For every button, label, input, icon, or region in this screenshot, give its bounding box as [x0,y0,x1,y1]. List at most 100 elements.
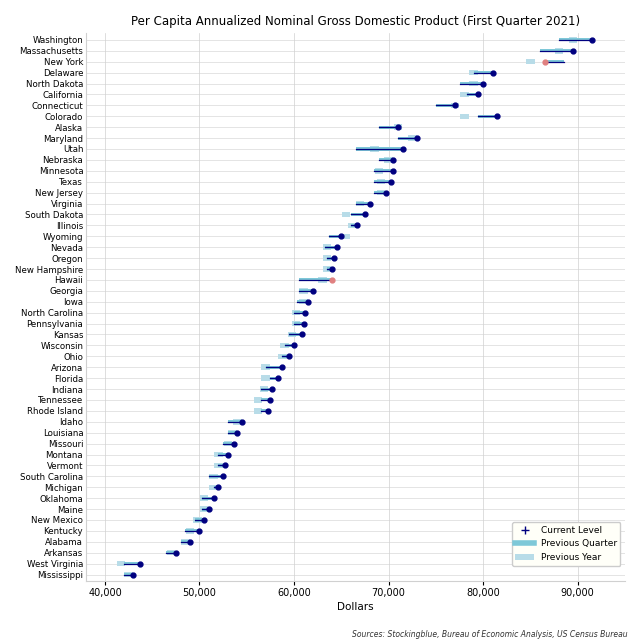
Bar [377,179,385,184]
Bar [460,113,468,119]
Bar [186,528,195,534]
Bar [460,92,468,97]
Bar [355,202,370,205]
Bar [285,344,294,347]
Bar [193,517,202,523]
Bar [374,180,392,183]
Legend: Current Level, Previous Quarter, Previous Year: Current Level, Previous Quarter, Previou… [512,522,621,566]
Bar [200,495,209,501]
Bar [394,124,403,130]
Bar [327,268,332,271]
Bar [288,332,296,337]
Bar [342,212,350,217]
Bar [260,387,268,392]
Bar [124,562,140,565]
Bar [323,255,332,261]
Text: Sources: Stockingblue, Bureau of Economic Analysis, US Census Bureau: Sources: Stockingblue, Bureau of Economi… [351,630,627,639]
Bar [479,115,497,118]
Bar [214,486,218,489]
Bar [180,540,190,543]
Bar [261,410,268,412]
Bar [214,463,223,468]
Bar [209,484,218,490]
Bar [355,147,403,150]
Bar [167,550,175,556]
Bar [202,497,214,500]
Bar [460,82,483,85]
Bar [451,102,459,108]
Bar [385,157,393,163]
Bar [408,135,417,141]
Bar [470,81,478,86]
Bar [181,539,189,545]
Bar [540,49,573,52]
Bar [214,452,223,457]
Bar [186,529,200,532]
Bar [300,299,308,305]
Bar [294,322,303,325]
Bar [261,365,270,370]
Bar [223,441,232,446]
Bar [327,257,334,260]
Bar [218,453,228,456]
Bar [470,70,478,76]
Bar [436,104,455,107]
Bar [474,71,493,74]
Bar [166,551,176,554]
Bar [228,430,237,435]
Bar [294,311,305,314]
Bar [124,572,133,577]
Bar [209,475,223,478]
Bar [271,376,278,380]
Bar [467,93,479,96]
Bar [218,464,225,467]
Bar [200,506,209,512]
Bar [280,342,289,348]
X-axis label: Dollars: Dollars [337,602,374,612]
Bar [526,59,534,65]
Bar [351,224,357,227]
Bar [202,508,209,511]
Bar [375,168,383,173]
Bar [289,333,301,336]
Bar [545,60,564,63]
Bar [223,442,234,445]
Bar [323,266,332,272]
Bar [325,246,337,249]
Bar [116,561,125,566]
Bar [299,289,313,292]
Bar [278,353,287,359]
Bar [329,235,341,238]
Bar [374,191,386,194]
Bar [261,376,270,381]
Bar [254,408,262,413]
Bar [124,573,133,576]
Bar [348,223,357,228]
Bar [292,310,300,316]
Bar [377,190,385,195]
Bar [554,48,563,54]
Bar [297,300,308,303]
Bar [559,38,592,42]
Bar [342,234,350,239]
Bar [254,397,262,403]
Bar [299,278,332,282]
Bar [323,244,332,250]
Bar [233,419,241,424]
Bar [266,365,282,369]
Bar [282,355,289,358]
Bar [370,147,379,152]
Bar [379,158,394,161]
Bar [398,136,417,140]
Bar [228,431,237,434]
Bar [351,213,365,216]
Bar [195,518,204,522]
Bar [228,420,242,423]
Bar [261,387,272,390]
Bar [356,201,365,206]
Bar [374,170,394,172]
Bar [569,37,577,43]
Title: Per Capita Annualized Nominal Gross Domestic Product (First Quarter 2021): Per Capita Annualized Nominal Gross Dome… [131,15,580,28]
Bar [318,277,326,283]
Bar [261,399,271,401]
